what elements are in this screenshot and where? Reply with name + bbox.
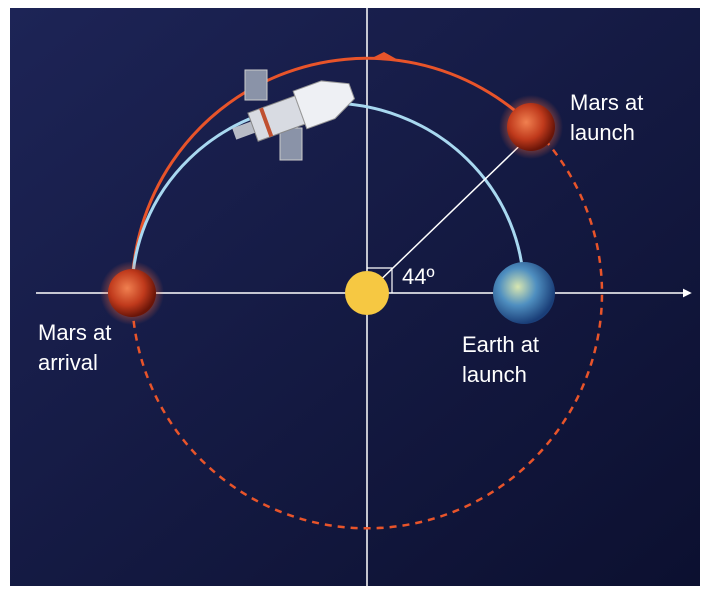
label: Mars at bbox=[38, 320, 111, 345]
spacecraft bbox=[232, 69, 355, 161]
mars-arrival bbox=[108, 269, 156, 317]
earth bbox=[493, 262, 555, 324]
angle-label: 44º bbox=[402, 264, 435, 289]
label: arrival bbox=[38, 350, 98, 375]
right-angle-mark bbox=[367, 267, 393, 293]
label: Earth at bbox=[462, 332, 539, 357]
label: Mars at bbox=[570, 90, 643, 115]
label: launch bbox=[570, 120, 635, 145]
sun bbox=[345, 271, 389, 315]
angle-line bbox=[366, 129, 537, 294]
label: launch bbox=[462, 362, 527, 387]
mars-orbit-dashed bbox=[130, 129, 604, 530]
mars-path bbox=[130, 56, 538, 294]
mars-launch bbox=[507, 103, 555, 151]
arrow-head bbox=[372, 52, 400, 61]
